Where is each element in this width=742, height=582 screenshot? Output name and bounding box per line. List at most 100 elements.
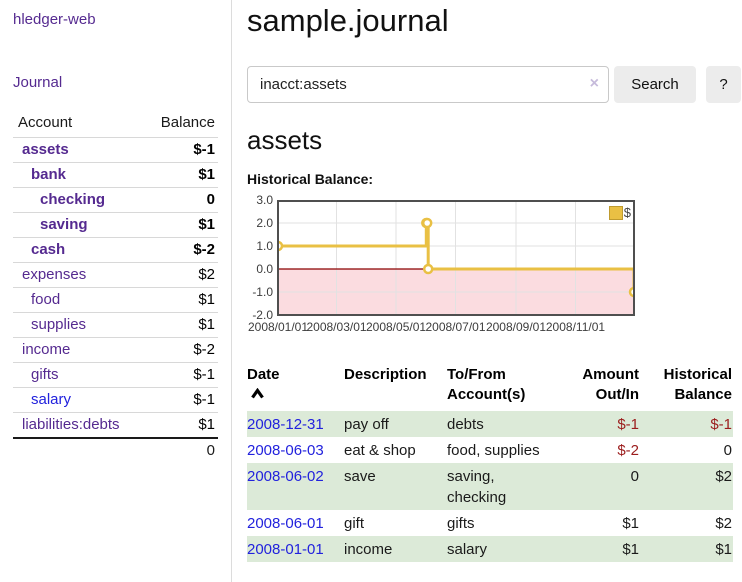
transaction-accounts: gifts [447,515,475,532]
register-header-description: Description [344,366,427,383]
account-link-cash[interactable]: cash [31,241,66,258]
register-row: 2008-06-02 save saving, checking 0 $2 [247,463,733,510]
account-row: checking 0 [13,187,218,213]
transaction-description: save [344,468,376,485]
account-balance: $1 [142,162,218,188]
sidebar: hledger-web Journal Account Balance asse… [0,0,232,582]
chart-canvas[interactable] [272,200,640,316]
account-balance: $-2 [142,337,218,363]
accounts-table: Account Balance assets $-1 bank $1 check… [13,114,218,461]
transaction-date-link[interactable]: 2008-06-01 [247,515,324,532]
transaction-amount: $1 [622,541,639,558]
x-axis-tick-label: 2008/07/01 [425,320,486,334]
transaction-date-link[interactable]: 2008-06-03 [247,442,324,459]
account-row: cash $-2 [13,237,218,263]
transaction-accounts: debts [447,416,484,433]
transaction-amount: $-1 [617,416,639,433]
account-balance: $1 [142,412,218,438]
account-link-salary[interactable]: salary [31,391,72,408]
register-row: 2008-12-31 pay off debts $-1 $-1 [247,411,733,437]
account-row: food $1 [13,287,218,313]
legend-label: $ [623,205,631,220]
x-axis-tick-label: 2008/05/01 [365,320,427,334]
account-balance: $1 [142,212,218,238]
nav-journal-link[interactable]: Journal [13,74,63,91]
transaction-balance: $2 [715,468,732,485]
account-row: liabilities:debts $1 [13,412,218,438]
y-axis-tick-label: 0.0 [256,262,273,276]
x-axis-tick-label: 2008/11/01 [545,320,606,334]
account-row: saving $1 [13,212,218,238]
register-header-amount: Amount Out/In [582,366,639,403]
account-link-income[interactable]: income [22,341,71,358]
search-form: × Search ? [247,66,741,103]
search-button[interactable]: Search [614,66,696,103]
account-link-saving[interactable]: saving [40,216,88,233]
account-link-assets[interactable]: assets [22,141,69,158]
account-row: income $-2 [13,337,218,363]
y-axis-tick-label: 1.0 [256,239,273,253]
accounts-header-row: Account Balance [13,114,218,138]
search-box: × [247,66,609,103]
account-link-expenses[interactable]: expenses [22,266,87,283]
account-balance: $-1 [142,137,218,163]
transaction-amount: $-2 [617,442,639,459]
transaction-accounts: salary [447,541,488,558]
help-button[interactable]: ? [706,66,741,103]
transaction-balance: $1 [715,541,732,558]
register-row: 2008-06-03 eat & shop food, supplies $-2… [247,437,733,463]
y-axis-tick-label: -2.0 [252,308,273,322]
register-header-accounts: To/From Account(s) [447,366,526,403]
account-link-food[interactable]: food [31,291,61,308]
transaction-amount: $1 [622,515,639,532]
account-balance: $-2 [142,237,218,263]
clear-search-icon[interactable]: × [589,75,599,92]
account-balance: 0 [142,187,218,213]
account-balance: $-1 [142,362,218,388]
register-header-date[interactable]: Date [247,363,344,411]
register-header-balance: Historical Balance [663,366,732,403]
account-link-bank[interactable]: bank [31,166,67,183]
sort-ascending-icon [251,385,340,405]
account-link-checking[interactable]: checking [40,191,106,208]
transaction-description: income [344,541,393,558]
x-axis-tick-label: 2008/03/01 [306,320,367,334]
transaction-date-link[interactable]: 2008-12-31 [247,416,324,433]
account-link-liabilities-debts[interactable]: liabilities:debts [22,416,120,433]
account-link-gifts[interactable]: gifts [31,366,59,383]
register-row: 2008-06-01 gift gifts $1 $2 [247,510,733,536]
account-row: assets $-1 [13,137,218,163]
x-axis-tick-label: 2008/09/01 [485,320,546,334]
transaction-date-link[interactable]: 2008-01-01 [247,541,324,558]
register-header-row: Date Description To/From Account(s) Amoun… [247,363,733,411]
transaction-description: eat & shop [344,442,416,459]
main-content: sample.journal × Search ? assets Histori… [247,0,741,582]
y-axis-tick-label: 2.0 [256,216,273,230]
historical-balance-chart[interactable]: 3.0 2.0 1.0 0.0 -1.0 -2.0 $2008/01/01 2008/03/0… [247,193,741,340]
transaction-balance: 0 [723,442,732,459]
transaction-date-link[interactable]: 2008-06-02 [247,468,324,485]
x-axis-tick-label: 2008/01/01 [247,320,309,334]
account-balance: $1 [142,287,218,313]
account-balance: $2 [142,262,218,288]
accounts-total-spacer [13,437,143,461]
account-balance: $-1 [142,387,218,413]
app-brand-link[interactable]: hledger-web [13,11,96,28]
transaction-balance: $-1 [710,416,732,433]
chart-legend: $ [608,205,631,220]
transaction-description: gift [344,515,365,532]
accounts-header-balance: Balance [160,114,215,131]
accounts-header-account: Account [18,114,73,131]
page-title: sample.journal [247,3,449,38]
account-link-supplies[interactable]: supplies [31,316,87,333]
account-row: gifts $-1 [13,362,218,388]
y-axis-tick-label: 3.0 [256,193,273,207]
transaction-description: pay off [344,416,389,433]
accounts-total-row: 0 [13,437,218,461]
chart-plot-area[interactable]: $ [272,200,640,316]
register-header-date-label: Date [247,366,280,383]
account-row: bank $1 [13,162,218,188]
search-input[interactable] [247,66,609,103]
register-table: Date Description To/From Account(s) Amoun… [247,363,733,562]
